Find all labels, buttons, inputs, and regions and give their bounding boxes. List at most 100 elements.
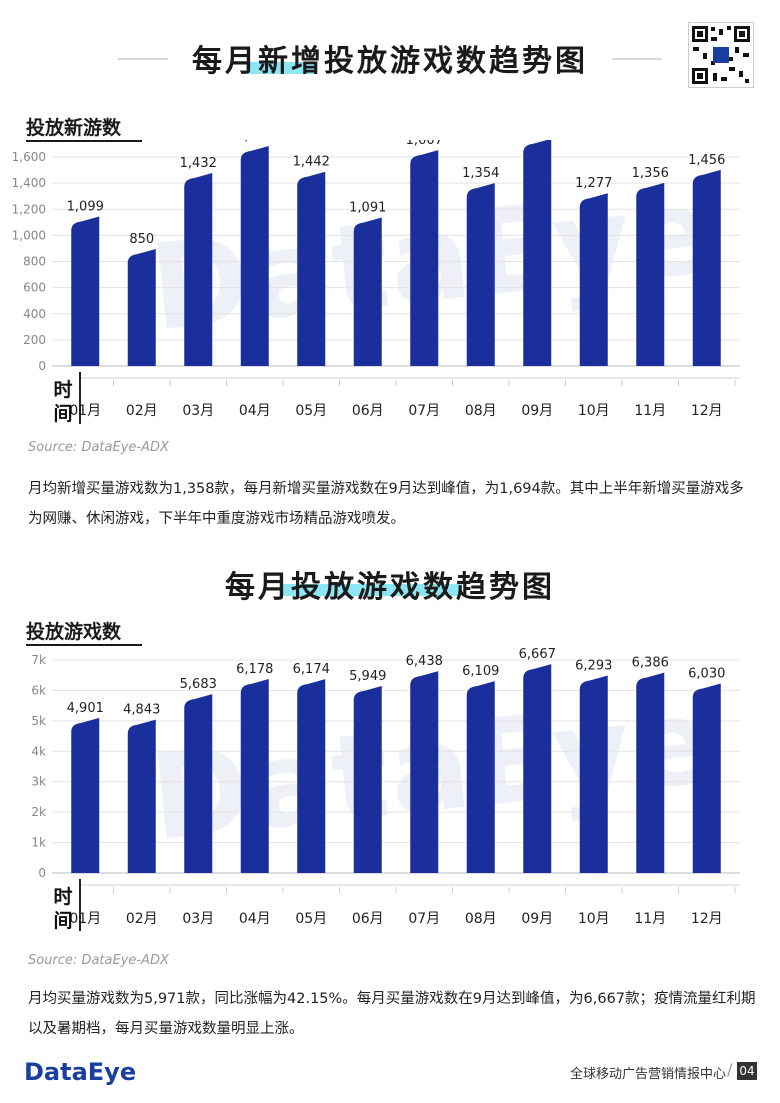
data-label: 5,949 bbox=[349, 669, 386, 684]
x-tick-label: 04月 bbox=[239, 403, 271, 419]
title-highlight bbox=[282, 584, 462, 596]
y-tick-label: 2k bbox=[31, 805, 46, 819]
chart2-subtitle-rule bbox=[26, 644, 142, 646]
y-tick-label: 600 bbox=[23, 281, 46, 295]
title-highlight bbox=[246, 62, 316, 74]
x-axis-title-char: 时 bbox=[53, 379, 72, 401]
data-label: 5,683 bbox=[180, 677, 217, 692]
data-label: 1,607 bbox=[406, 140, 443, 148]
chart2-description: 月均买量游戏数为5,971款，同比涨幅为42.15%。每月买量游戏数在9月达到峰… bbox=[28, 991, 756, 1037]
x-tick-label: 05月 bbox=[295, 911, 327, 927]
chart1-title: 每月新增投放游戏数趋势图 bbox=[192, 44, 588, 79]
y-tick-label: 0 bbox=[38, 359, 46, 373]
y-tick-label: 400 bbox=[23, 307, 46, 321]
data-label: 6,030 bbox=[688, 667, 725, 682]
data-label: 1,091 bbox=[349, 201, 386, 216]
y-tick-label: 200 bbox=[23, 333, 46, 347]
x-tick-label: 03月 bbox=[182, 911, 214, 927]
bar bbox=[692, 683, 721, 873]
data-label: 850 bbox=[129, 232, 154, 247]
title-rule-right bbox=[612, 58, 662, 60]
bar bbox=[523, 140, 552, 366]
data-label: 1,356 bbox=[632, 166, 669, 181]
data-label: 6,109 bbox=[462, 664, 499, 679]
x-tick-label: 11月 bbox=[634, 911, 666, 927]
chart1-description: 月均新增买量游戏数为1,358款，每月新增买量游戏数在9月达到峰值，为1,694… bbox=[28, 481, 744, 527]
x-tick-label: 01月 bbox=[69, 403, 101, 419]
y-tick-label: 1,200 bbox=[12, 202, 46, 216]
y-tick-label: 3k bbox=[31, 775, 46, 789]
chart2-source: Source: DataEye-ADX bbox=[28, 953, 169, 968]
chart2-subtitle: 投放游戏数 bbox=[26, 621, 122, 643]
data-label: 6,293 bbox=[575, 659, 612, 674]
chart1-source: Source: DataEye-ADX bbox=[28, 440, 169, 455]
x-tick-label: 06月 bbox=[352, 403, 384, 419]
x-axis-title-char: 间 bbox=[53, 910, 72, 932]
x-tick-label: 10月 bbox=[578, 403, 610, 419]
x-tick-label: 12月 bbox=[691, 911, 723, 927]
bar bbox=[523, 664, 552, 873]
y-tick-label: 7k bbox=[31, 653, 46, 667]
data-label: 4,901 bbox=[67, 701, 104, 716]
bar bbox=[636, 672, 665, 873]
data-label: 6,178 bbox=[236, 662, 273, 677]
x-tick-label: 08月 bbox=[465, 911, 497, 927]
chart1-subtitle-rule bbox=[26, 140, 142, 142]
data-label: 6,174 bbox=[293, 662, 330, 677]
bar bbox=[410, 150, 439, 366]
data-label: 1,277 bbox=[575, 176, 612, 191]
x-axis-title-char: 时 bbox=[53, 886, 72, 908]
data-label: 6,386 bbox=[632, 656, 669, 671]
x-axis-title-char: 间 bbox=[53, 403, 72, 425]
chart2-title: 每月投放游戏数趋势图 bbox=[225, 570, 555, 605]
bar bbox=[71, 717, 100, 873]
x-tick-label: 11月 bbox=[634, 403, 666, 419]
bar bbox=[466, 183, 495, 366]
bar bbox=[127, 249, 156, 366]
bar bbox=[579, 675, 608, 873]
bar bbox=[297, 171, 326, 366]
y-tick-label: 1k bbox=[31, 836, 46, 850]
bar bbox=[692, 169, 721, 366]
footer-text: 全球移动广告营销情报中心 bbox=[570, 1067, 727, 1082]
data-label: 1,442 bbox=[293, 155, 330, 170]
bar bbox=[636, 182, 665, 366]
x-tick-label: 06月 bbox=[352, 911, 384, 927]
data-label: 1,099 bbox=[67, 199, 104, 214]
y-tick-label: 1,400 bbox=[12, 176, 46, 190]
x-tick-label: 01月 bbox=[69, 911, 101, 927]
bar bbox=[297, 679, 326, 873]
bar bbox=[466, 681, 495, 873]
y-tick-label: 800 bbox=[23, 255, 46, 269]
x-tick-label: 12月 bbox=[691, 403, 723, 419]
qr-code bbox=[688, 22, 754, 88]
bar bbox=[184, 694, 213, 873]
data-label: 1,354 bbox=[462, 166, 499, 181]
x-tick-label: 09月 bbox=[521, 403, 553, 419]
chart1-subtitle: 投放新游数 bbox=[26, 117, 122, 139]
y-tick-label: 6k bbox=[31, 683, 46, 697]
bar bbox=[184, 172, 213, 366]
y-tick-label: 5k bbox=[31, 714, 46, 728]
x-tick-label: 07月 bbox=[408, 911, 440, 927]
bar bbox=[410, 671, 439, 873]
data-label: 6,667 bbox=[519, 647, 556, 662]
data-label: 1,432 bbox=[180, 156, 217, 171]
footer-separator: / bbox=[727, 1060, 733, 1079]
x-tick-label: 04月 bbox=[239, 911, 271, 927]
x-tick-label: 07月 bbox=[408, 403, 440, 419]
page-number: 04 bbox=[737, 1062, 757, 1080]
bar bbox=[353, 685, 382, 873]
x-tick-label: 02月 bbox=[126, 403, 158, 419]
x-tick-label: 08月 bbox=[465, 403, 497, 419]
data-label: 1,639 bbox=[236, 140, 273, 144]
bar bbox=[579, 193, 608, 366]
x-tick-label: 02月 bbox=[126, 911, 158, 927]
chart2-svg: 0 1k 2k 3k 4k 5k 6k 7k 4,901 01月 4,843 02月 5,683 03月 6… bbox=[31, 647, 740, 932]
x-tick-label: 09月 bbox=[521, 911, 553, 927]
title-rule-left bbox=[118, 58, 168, 60]
bar bbox=[353, 217, 382, 366]
data-label: 6,438 bbox=[406, 654, 443, 669]
y-tick-label: 0 bbox=[38, 866, 46, 880]
bar bbox=[240, 145, 269, 366]
